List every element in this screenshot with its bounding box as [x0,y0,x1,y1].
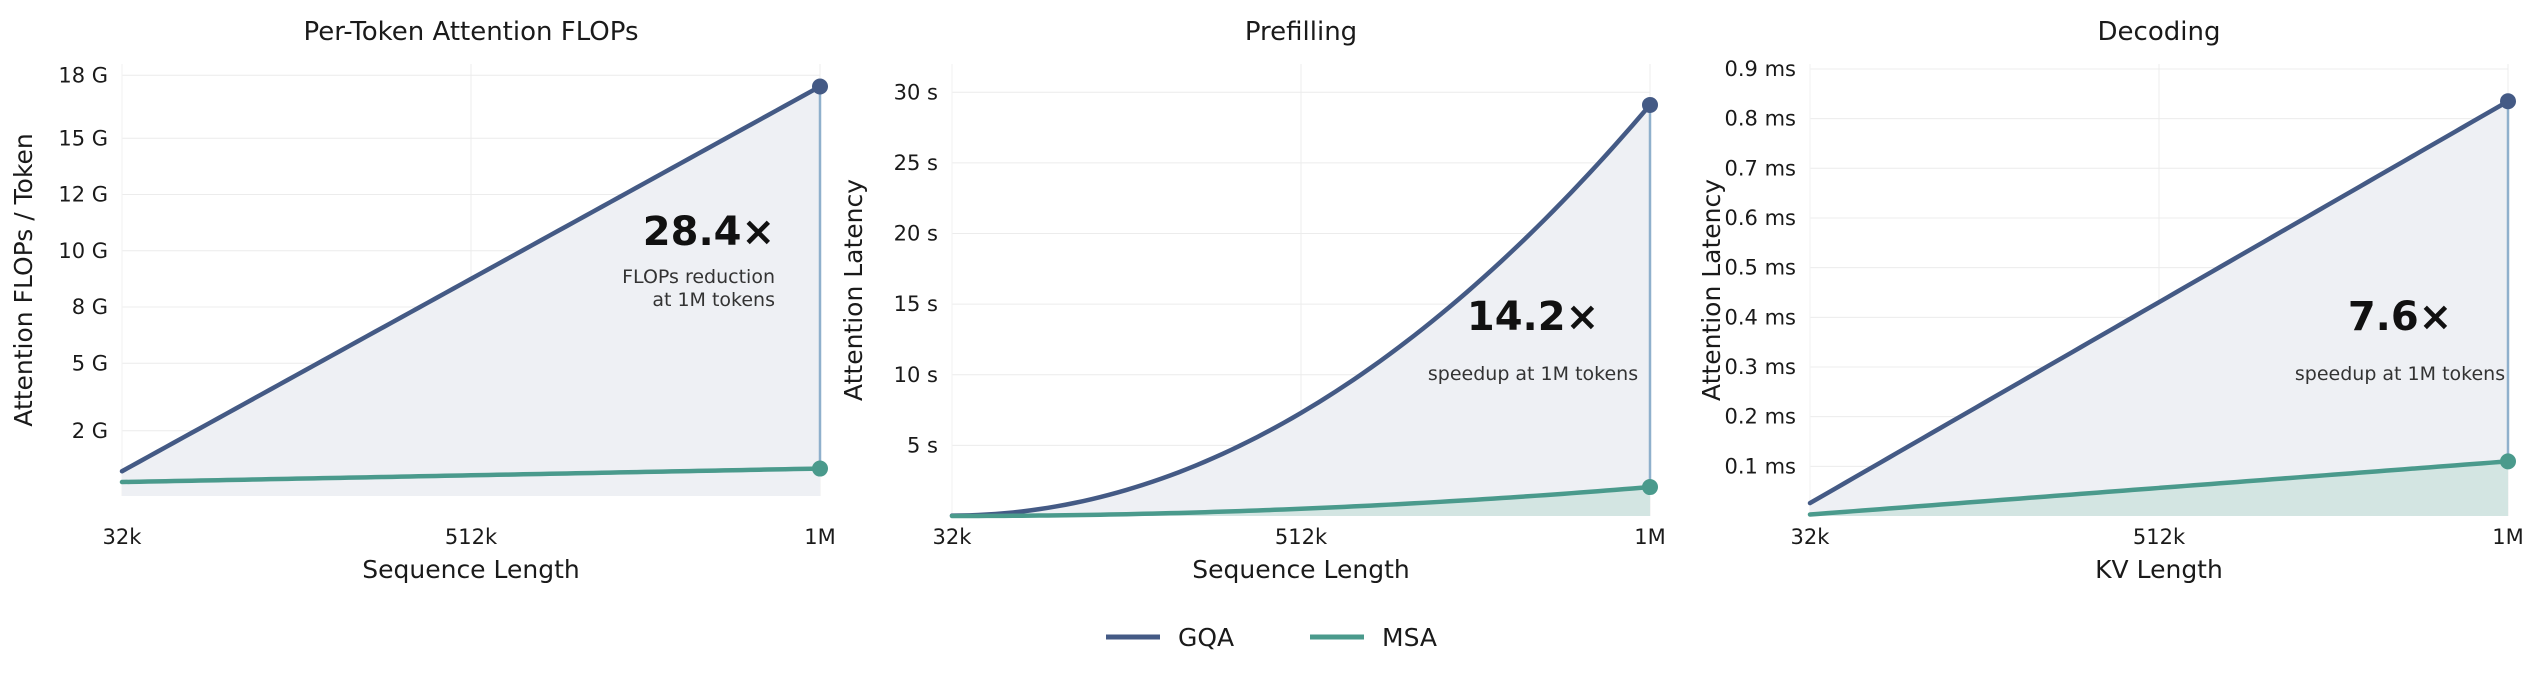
x-tick-label: 1M [804,525,835,549]
annotation-note: speedup at 1M tokens [1428,363,1638,385]
series-line-msa [119,466,823,485]
y-tick-label: 5 s [907,433,938,457]
endpoint-gqa [812,78,828,95]
x-tick-label: 1M [2492,525,2523,549]
x-axis-label: Sequence Length [1192,555,1410,584]
msa-area [122,468,820,496]
y-tick-label: 8 G [72,295,108,319]
y-tick-label: 15 s [894,292,938,316]
y-tick-label: 0.5 ms [1725,256,1796,280]
y-tick-label: 0.4 ms [1725,305,1796,329]
annotation-note: at 1M tokens [652,289,775,311]
series-line-msa [1807,459,2511,517]
msa-area [952,487,1650,516]
series-line-msa [949,484,1653,519]
reduction-factor: 7.6× [2348,294,2452,340]
y-axis-label: Attention FLOPs / Token [9,133,38,427]
x-axis-label: Sequence Length [362,555,580,584]
endpoint-gqa [1642,96,1658,113]
y-tick-label: 12 G [58,183,108,207]
x-tick-label: 1M [1634,525,1665,549]
x-axis-label: KV Length [2095,555,2223,584]
legend: GQA MSA [1106,623,1437,652]
y-tick-label: 25 s [894,151,938,175]
y-tick-label: 10 G [58,239,108,263]
annotation-note: FLOPs reduction [622,266,775,288]
chart-title: Decoding [2098,17,2221,47]
y-tick-label: 15 G [58,126,108,150]
gap-area [122,86,820,483]
reduction-factor: 14.2× [1467,294,1599,340]
y-tick-label: 2 G [72,419,108,443]
y-tick-label: 18 G [58,63,108,87]
series-line-gqa [119,84,823,474]
endpoint-gqa [2500,93,2516,110]
reduction-factor: 28.4× [643,209,775,255]
y-axis-label: Attention Latency [1697,179,1726,401]
chart-title: Prefilling [1245,17,1357,47]
y-axis-label: Attention Latency [839,179,868,401]
legend-label-gqa: GQA [1178,623,1234,652]
y-tick-label: 0.3 ms [1725,355,1796,379]
chart-panel-3: 0.1 ms 0.2 ms 0.3 ms 0.4 ms 0.5 ms 0.6 ms 0.7 … [1697,17,2524,584]
y-tick-label: 30 s [894,80,938,104]
y-tick-label: 0.9 ms [1725,57,1796,81]
chart-title: Per-Token Attention FLOPs [303,17,638,47]
endpoint-msa [2500,453,2516,470]
annotation-note: speedup at 1M tokens [2295,363,2505,385]
chart-panel-1: 2 G 5 G 8 G 10 G 12 G 15 G 18 G 32k 512k 1M Per-To… [9,17,836,584]
y-tick-label: 0.8 ms [1725,107,1796,131]
x-tick-label: 32k [933,525,973,549]
y-tick-label: 5 G [72,351,108,375]
y-tick-label: 0.1 ms [1725,454,1796,478]
x-tick-label: 512k [445,525,498,549]
endpoint-msa [812,460,828,477]
series-line-gqa [949,102,1653,518]
y-tick-label: 10 s [894,363,938,387]
y-tick-label: 0.6 ms [1725,206,1796,230]
gap-area [952,104,1650,517]
x-tick-label: 512k [2133,525,2186,549]
x-tick-label: 32k [103,525,143,549]
gap-area [1810,101,2508,515]
endpoint-msa [1642,479,1658,496]
y-tick-label: 0.7 ms [1725,156,1796,180]
x-tick-label: 512k [1275,525,1328,549]
series-line-gqa [1807,99,2511,506]
y-tick-label: 20 s [894,222,938,246]
y-tick-label: 0.2 ms [1725,405,1796,429]
x-tick-label: 32k [1791,525,1831,549]
legend-label-msa: MSA [1382,623,1437,652]
chart-panel-2: 5 s 10 s 15 s 20 s 25 s 30 s 32k 512k 1M Prefilli… [839,17,1666,584]
